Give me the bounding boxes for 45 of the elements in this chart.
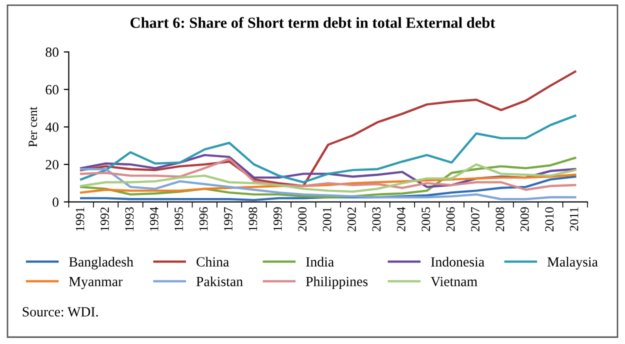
- x-tick-label: 1991: [76, 208, 84, 231]
- line-series: [80, 114, 576, 184]
- chart-title: Chart 6: Share of Short term debt in total External debt: [130, 16, 496, 28]
- legend-label: Pakistan: [196, 276, 243, 286]
- x-tick-label: 2005: [422, 207, 430, 232]
- x-tick-label: 1994: [150, 206, 158, 231]
- line-series: [80, 176, 576, 202]
- x-tick-label: 1998: [248, 207, 258, 231]
- x-tick-label: 2008: [496, 207, 504, 232]
- x-tick-label: 1993: [125, 207, 134, 231]
- x-tick-label: 2003: [372, 207, 381, 232]
- y-axis-title: Per cent: [28, 106, 38, 147]
- line-series: [80, 70, 576, 188]
- y-tick-label: 40: [45, 122, 58, 132]
- source-note: Source: WDI.: [22, 307, 98, 317]
- x-tick-label: 2006: [446, 207, 455, 232]
- x-tick-label: 2002: [348, 207, 356, 232]
- x-tick-label: 1996: [199, 207, 208, 231]
- x-tick-label: 1992: [100, 207, 109, 231]
- y-tick-label: 20: [46, 160, 58, 170]
- legend-label: Bangladesh: [69, 256, 134, 270]
- y-tick-label: 80: [46, 48, 58, 57]
- x-tick-label: 2009: [520, 207, 529, 232]
- legend-label: Vietnam: [430, 276, 478, 286]
- x-tick-label: 2011: [570, 208, 578, 231]
- legend-label: Malaysia: [547, 256, 598, 270]
- legend-label: India: [306, 256, 334, 267]
- line-series: [80, 163, 576, 193]
- line-series: [80, 174, 576, 194]
- legend-label: Indonesia: [431, 256, 484, 267]
- x-tick-label: 1999: [273, 207, 282, 231]
- x-tick-label: 2001: [322, 208, 332, 232]
- legend-label: Philippines: [306, 276, 368, 290]
- line-series: [80, 168, 576, 200]
- x-tick-label: 2000: [298, 207, 307, 232]
- y-tick-label: 0: [52, 198, 58, 207]
- x-tick-label: 1995: [174, 207, 184, 231]
- legend-label: China: [196, 256, 229, 267]
- y-tick-label: 60: [46, 85, 58, 94]
- x-tick-label: 2004: [396, 206, 406, 232]
- legend-label: Myanmar: [69, 277, 123, 290]
- line-series: [80, 156, 576, 198]
- x-tick-label: 2010: [545, 207, 554, 232]
- x-tick-label: 1997: [224, 207, 232, 231]
- x-tick-label: 2007: [471, 207, 480, 232]
